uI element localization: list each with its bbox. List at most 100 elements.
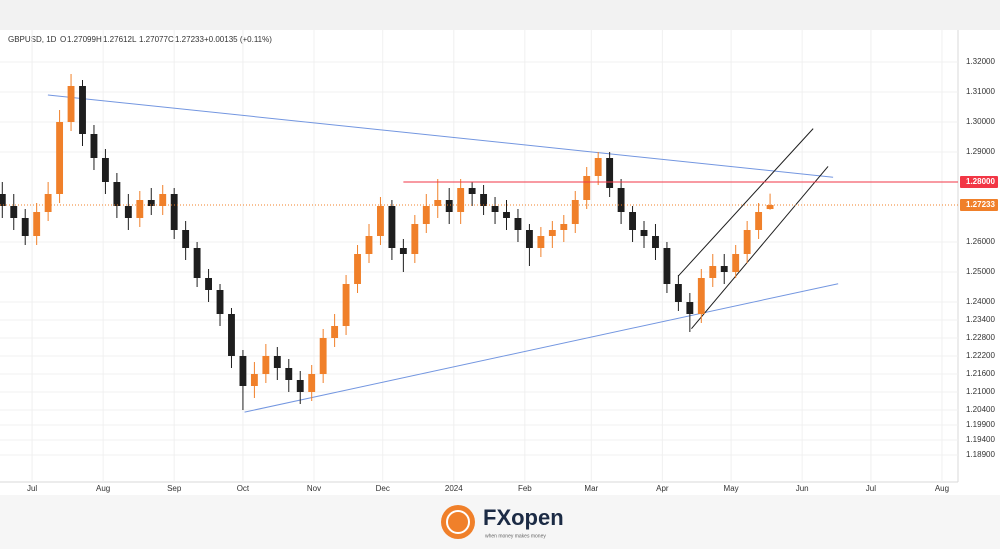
y-tick-label: 1.22800: [966, 333, 995, 342]
x-tick-label: Jul: [27, 484, 37, 493]
candle-body: [296, 380, 304, 392]
x-tick-label: May: [724, 484, 739, 493]
candle-body: [571, 200, 579, 224]
candle-body: [10, 206, 18, 218]
logo: FXopen when money makes money: [441, 505, 564, 539]
candle-body: [365, 236, 373, 254]
trend-line: [47, 94, 834, 178]
x-tick-label: Jul: [866, 484, 876, 493]
ohlc-label: H: [96, 35, 102, 44]
footer-background: [0, 495, 1000, 549]
y-tick-label: 1.19400: [966, 435, 995, 444]
ohlc-label: C: [168, 35, 174, 44]
candle-body: [732, 254, 740, 272]
candle-body: [617, 188, 625, 212]
candle-body: [308, 374, 316, 392]
candle-body: [743, 230, 751, 254]
candle-body: [560, 224, 568, 230]
candle-body: [273, 356, 281, 368]
y-tick-label: 1.29000: [966, 147, 995, 156]
ohlc-value: 1.27099: [67, 35, 96, 44]
candle-body: [652, 236, 659, 248]
price-badge-label: 1.28000: [966, 177, 995, 186]
logo-emblem-ring: [446, 510, 470, 534]
candle-body: [193, 248, 201, 278]
candle-body: [182, 230, 190, 248]
tagline: when money makes money: [485, 533, 546, 539]
x-tick-label: Nov: [307, 484, 321, 493]
change: +0.00135 (+0.11%): [204, 35, 272, 44]
candle-body: [239, 356, 247, 386]
y-tick-label: 1.31000: [966, 87, 995, 96]
logo-emblem: [441, 505, 475, 539]
candle-body: [674, 284, 682, 302]
x-tick-label: Aug: [935, 484, 949, 493]
x-tick-label: Sep: [167, 484, 182, 493]
x-tick-label: Jun: [796, 484, 809, 493]
y-tick-label: 1.20400: [966, 405, 995, 414]
x-tick-label: Dec: [376, 484, 390, 493]
price-badge: [960, 199, 998, 212]
candle-body: [285, 368, 293, 380]
candle-body: [434, 200, 442, 206]
candle-body: [44, 194, 52, 212]
candle-body: [503, 212, 510, 218]
candle-body: [262, 356, 270, 374]
candle-body: [147, 200, 155, 206]
candle-body: [594, 158, 602, 176]
x-tick-label: Apr: [656, 484, 669, 493]
candle-body: [525, 230, 533, 248]
candle-body: [548, 230, 556, 236]
x-tick-label: 2024: [445, 484, 463, 493]
candle-body: [697, 278, 705, 314]
candle-body: [491, 206, 499, 212]
candle-body: [56, 122, 64, 194]
y-tick-label: 1.21000: [966, 387, 995, 396]
ohlc-value: 1.27612: [103, 35, 132, 44]
candle-body: [709, 266, 717, 278]
candle-body: [354, 254, 361, 284]
candle-body: [79, 86, 86, 134]
candle-body: [720, 266, 728, 272]
y-tick-label: 1.19900: [966, 420, 995, 429]
price-badge: [960, 176, 998, 188]
candle-body: [583, 176, 591, 200]
y-tick-label: 1.32000: [966, 57, 995, 66]
candle-body: [606, 158, 614, 188]
y-tick-label: 1.30000: [966, 117, 995, 126]
candle-body: [399, 248, 407, 254]
candle-body: [422, 206, 430, 224]
candle-body: [663, 248, 671, 284]
trend-line: [244, 283, 839, 413]
candle-body: [411, 224, 419, 254]
trend-line: [691, 166, 829, 330]
y-tick-label: 1.22200: [966, 351, 995, 360]
trend-line: [678, 128, 814, 277]
x-tick-label: Mar: [584, 484, 598, 493]
y-tick-label: 1.26000: [966, 237, 995, 246]
candle-body: [755, 212, 763, 230]
candle-body: [0, 194, 6, 206]
ohlc-value: 1.27233: [175, 35, 204, 44]
y-tick-label: 1.18900: [966, 450, 995, 459]
candle-body: [228, 314, 235, 356]
candle-body: [457, 188, 465, 212]
candle-body: [170, 194, 178, 230]
x-tick-label: Oct: [237, 484, 250, 493]
y-tick-label: 1.23400: [966, 315, 995, 324]
y-tick-label: 1.25000: [966, 267, 995, 276]
candle-body: [216, 290, 224, 314]
candle-body: [629, 212, 636, 230]
candle-body: [468, 188, 476, 194]
candle-body: [480, 194, 488, 206]
candle-body: [766, 205, 774, 210]
candle-body: [640, 230, 648, 236]
ohlc-label: L: [132, 35, 137, 44]
candle-body: [124, 206, 132, 218]
candle-body: [342, 284, 350, 326]
candle-body: [250, 374, 258, 386]
brand: FXopen: [483, 505, 564, 530]
candle-body: [101, 158, 109, 182]
